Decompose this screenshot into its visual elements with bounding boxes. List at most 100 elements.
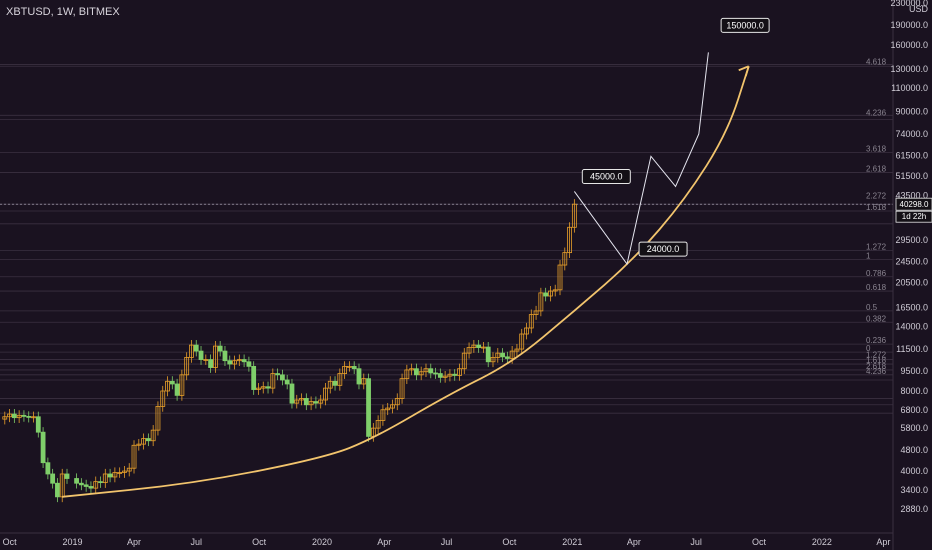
candle-body[interactable] [509,350,515,359]
candle-body[interactable] [107,473,113,478]
candle-body[interactable] [409,368,415,371]
candle-body[interactable] [571,203,577,228]
candle-body[interactable] [500,352,505,358]
candle-body[interactable] [423,368,429,373]
candle-body[interactable] [93,481,99,489]
candle-body[interactable] [524,327,529,335]
candle-body[interactable] [83,484,89,487]
candle-body[interactable] [437,373,443,378]
candle-body[interactable] [284,379,290,385]
candle-body[interactable] [251,365,257,390]
candle-body[interactable] [347,365,352,368]
candle-body[interactable] [217,345,223,352]
candle-body[interactable] [208,359,214,368]
candle-body[interactable] [528,314,534,329]
candle-body[interactable] [155,406,161,431]
candle-body[interactable] [275,373,281,376]
candle-body[interactable] [562,252,568,266]
candle-body[interactable] [88,486,94,489]
candle-body[interactable] [461,352,467,370]
candle-body[interactable] [227,360,233,365]
candle-body[interactable] [447,373,453,377]
candle-body[interactable] [131,444,137,469]
candle-body[interactable] [399,378,405,399]
candle-body[interactable] [380,409,386,421]
candle-body[interactable] [45,462,51,475]
candle-body[interactable] [117,472,123,474]
candle-body[interactable] [98,481,103,484]
candle-body[interactable] [351,365,357,370]
candle-body[interactable] [2,416,8,420]
candle-body[interactable] [471,344,477,348]
candle-body[interactable] [189,344,194,358]
candle-body[interactable] [193,344,199,352]
candle-body[interactable] [212,345,218,368]
price-annotation-box[interactable] [638,241,688,257]
candle-body[interactable] [198,350,204,360]
price-annotation-box[interactable] [720,17,770,33]
candle-body[interactable] [476,344,482,348]
candle-body[interactable] [35,416,41,433]
candle-body[interactable] [394,398,400,406]
candle-body[interactable] [50,473,56,484]
candle-body[interactable] [342,365,348,374]
candle-body[interactable] [26,415,32,418]
candle-body[interactable] [390,404,395,409]
candle-body[interactable] [246,361,252,367]
candle-body[interactable] [294,399,300,404]
candle-body[interactable] [55,482,60,498]
candle-body[interactable] [241,359,247,363]
candle-body[interactable] [141,438,146,445]
candle-body[interactable] [361,378,367,385]
candle-body[interactable] [256,387,261,390]
candle-body[interactable] [323,387,328,401]
candle-body[interactable] [327,380,333,389]
candle-body[interactable] [7,413,12,418]
candle-body[interactable] [313,401,319,404]
candle-body[interactable] [375,420,381,429]
price-annotation-box[interactable] [581,168,631,184]
candle-body[interactable] [533,310,539,315]
candle-body[interactable] [260,386,266,389]
candle-body[interactable] [203,359,209,361]
candle-body[interactable] [145,438,151,442]
candle-body[interactable] [318,399,324,404]
candle-body[interactable] [232,360,237,365]
candle-body[interactable] [481,346,486,349]
candle-body[interactable] [174,383,180,396]
candle-body[interactable] [385,407,391,411]
candle-body[interactable] [485,346,491,363]
candle-body[interactable] [303,398,309,406]
candle-body[interactable] [289,383,295,404]
candle-body[interactable] [567,226,572,254]
candle-body[interactable] [414,368,419,376]
candle-body[interactable] [279,374,285,381]
candle-body[interactable] [270,373,276,389]
candle-body[interactable] [165,380,170,392]
candle-body[interactable] [308,401,314,406]
candle-body[interactable] [169,380,175,385]
candle-body[interactable] [490,356,496,363]
candle-body[interactable] [557,264,563,291]
candle-body[interactable] [552,289,558,292]
candle-body[interactable] [514,348,520,352]
candle-body[interactable] [11,413,17,419]
candle-body[interactable] [40,431,46,464]
candle-body[interactable] [222,350,228,362]
candle-body[interactable] [495,352,501,358]
candle-body[interactable] [236,359,242,362]
candle-body[interactable] [179,374,185,396]
candle-body[interactable] [122,470,127,473]
candle-body[interactable] [126,467,132,472]
candle-body[interactable] [428,368,434,374]
candle-body[interactable] [21,414,27,417]
candle-body[interactable] [265,386,271,389]
candle-body[interactable] [74,478,79,484]
candle-body[interactable] [102,473,108,483]
candle-body[interactable] [452,373,458,376]
candle-body[interactable] [136,443,142,446]
candle-body[interactable] [64,473,70,479]
candle-body[interactable] [404,369,410,380]
candle-body[interactable] [160,390,166,407]
